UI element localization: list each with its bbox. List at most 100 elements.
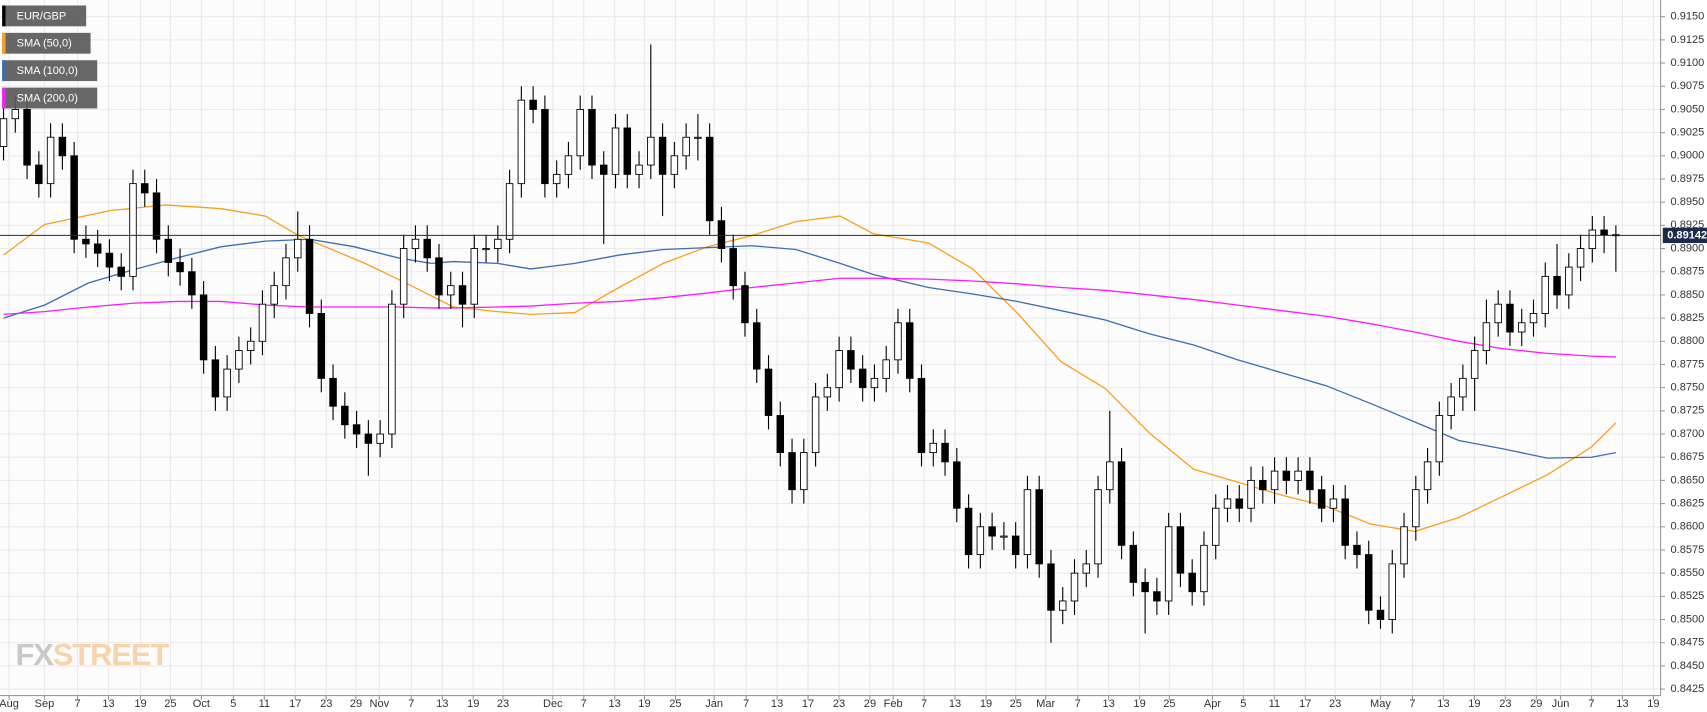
x-tick-label: 25 — [669, 698, 681, 710]
x-tick-label: Mar — [1036, 698, 1055, 710]
watermark-street: STREET — [53, 637, 170, 672]
x-tick-label: 13 — [1616, 698, 1628, 710]
y-tick-label: 0.8800 — [1671, 335, 1705, 347]
legend: EUR/GBP SMA (50,0) SMA (100,0) SMA (200,0) — [2, 5, 98, 109]
x-tick-label: 19 — [980, 698, 992, 710]
y-tick-label: 0.9050 — [1671, 103, 1705, 115]
x-tick-label: 23 — [1329, 698, 1341, 710]
candle-body — [141, 183, 149, 194]
candle-body — [529, 99, 537, 110]
x-tick-label: 13 — [771, 698, 783, 710]
y-tick-label: 0.8450 — [1671, 660, 1705, 672]
candle-body — [1447, 396, 1455, 416]
legend-swatch — [2, 60, 6, 82]
candle-body — [717, 220, 726, 249]
candle-body — [188, 271, 196, 296]
candle-body — [611, 127, 620, 175]
candle-body — [917, 377, 926, 454]
candle-body — [1058, 600, 1067, 611]
candle-body — [1270, 470, 1279, 491]
candle-body — [858, 368, 867, 389]
candle-body — [294, 238, 302, 259]
candle-body — [470, 248, 479, 305]
candle-body — [235, 350, 243, 370]
candle-body — [835, 350, 843, 389]
candle-body — [1047, 563, 1055, 611]
x-tick-label: 7 — [74, 698, 80, 710]
candle-body — [694, 136, 702, 139]
y-tick-label: 0.8950 — [1671, 196, 1705, 208]
y-tick-label: 0.8500 — [1671, 613, 1705, 625]
candle-body — [964, 507, 973, 556]
watermark-fx: FX — [15, 637, 54, 672]
x-tick-label: Dec — [543, 698, 563, 710]
candle-body — [1306, 470, 1314, 491]
x-tick-label: Jan — [705, 698, 723, 710]
candle-body — [929, 442, 938, 454]
candle-body — [305, 238, 314, 314]
candle-body — [1329, 498, 1338, 509]
x-tick-label: 23 — [833, 698, 845, 710]
y-tick-label: 0.8700 — [1671, 428, 1705, 440]
y-tick-label: 0.8850 — [1671, 289, 1705, 301]
x-tick-label: 17 — [289, 698, 301, 710]
candle-body — [1376, 609, 1385, 620]
candle-body — [23, 108, 31, 166]
candle-body — [1200, 544, 1208, 593]
x-tick-label: 13 — [1102, 698, 1114, 710]
x-tick-label: 17 — [1299, 698, 1311, 710]
x-tick-label: 11 — [259, 698, 270, 710]
candle-body — [564, 155, 573, 175]
x-tick-label: Apr — [1204, 698, 1222, 710]
candle-body — [1565, 266, 1573, 296]
candle-body — [105, 252, 114, 268]
candle-body — [423, 238, 431, 259]
x-tick-label: 23 — [320, 698, 332, 710]
candle-body — [352, 424, 361, 435]
candle-body — [1388, 563, 1397, 620]
x-tick-label: 5 — [1240, 698, 1246, 710]
candle-body — [953, 461, 961, 509]
legend-swatch — [2, 32, 6, 54]
x-tick-label: 7 — [408, 698, 414, 710]
legend-label: EUR/GBP — [17, 10, 67, 22]
candle-body — [800, 452, 808, 491]
x-tick-label: 5 — [230, 698, 236, 710]
candle-body — [1023, 489, 1032, 556]
candle-body — [82, 238, 90, 245]
candle-body — [1470, 350, 1479, 379]
legend-box — [2, 87, 98, 109]
candle-body — [482, 248, 490, 251]
candle-body — [341, 405, 349, 426]
x-tick-label: Feb — [884, 698, 903, 710]
candle-body — [152, 192, 161, 240]
candle-body — [647, 136, 655, 166]
y-tick-label: 0.8725 — [1671, 405, 1705, 417]
candle-body — [788, 452, 796, 491]
y-tick-label: 0.9075 — [1671, 80, 1705, 92]
y-tick-label: 0.9025 — [1671, 127, 1705, 139]
candle-body — [600, 164, 608, 175]
x-tick-label: 13 — [1437, 698, 1449, 710]
candle-body — [1282, 470, 1291, 481]
legend-box — [2, 60, 98, 82]
candle-body — [623, 127, 632, 175]
watermark: FXSTREET — [15, 637, 169, 672]
candle-body — [70, 155, 78, 240]
last-price-box — [1662, 227, 1707, 244]
x-tick-label: 13 — [949, 698, 961, 710]
candle-body — [376, 433, 384, 444]
candle-body — [199, 294, 208, 361]
candle-body — [411, 238, 420, 249]
candle-body — [1541, 275, 1549, 314]
candle-body — [1141, 581, 1149, 593]
candles — [0, 44, 1620, 643]
candle-body — [635, 164, 643, 175]
candle-body — [11, 108, 20, 120]
y-tick-label: 0.9000 — [1671, 150, 1705, 162]
x-tick-label: 19 — [1647, 698, 1659, 710]
x-tick-label: May — [1370, 698, 1391, 710]
candle-body — [246, 340, 255, 352]
